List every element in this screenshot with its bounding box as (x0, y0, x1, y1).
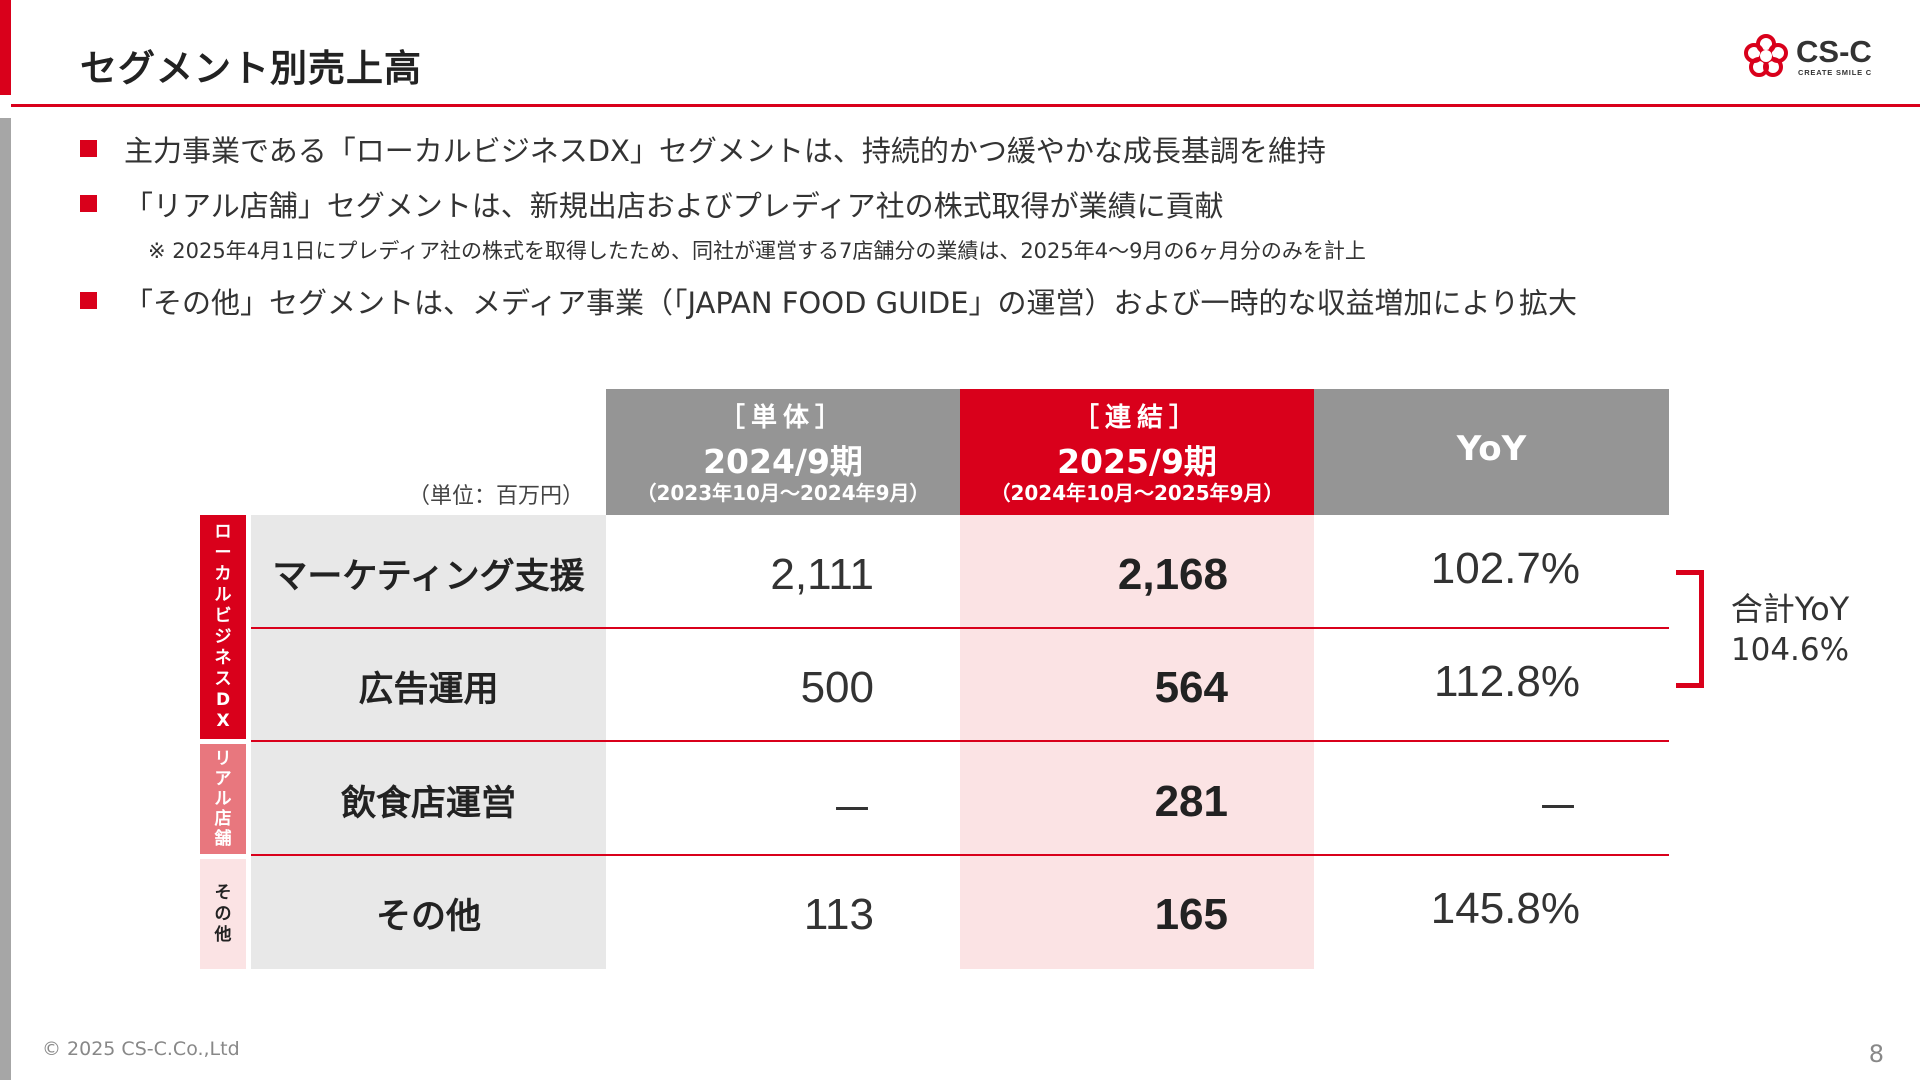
total-yoy-value: 104.6% (1730, 632, 1850, 668)
header-consolidated: ［連結］ 2025/9期 （2024年10月～2025年9月） (960, 389, 1314, 515)
cell-yoy: 112.8% (1434, 657, 1580, 706)
cell-single: 500 (800, 663, 874, 712)
copyright: © 2025 CS-C.Co.,Ltd (42, 1038, 240, 1060)
flower-logo-icon (1744, 34, 1788, 77)
bullet-square-icon (80, 195, 97, 212)
cell-single: － (830, 786, 874, 835)
cell-yoy: 145.8% (1430, 884, 1580, 933)
cell-yoy: 102.7% (1430, 544, 1580, 593)
cell-single: 2,111 (770, 550, 874, 599)
footnote: ※ 2025年4月1日にプレディア社の株式を取得したため、同社が運営する7店舗分… (148, 239, 1366, 263)
row-name: その他 (375, 897, 481, 937)
row-name: マーケティング支援 (272, 557, 585, 597)
cell-consolidated: 564 (1154, 663, 1228, 712)
group-label-other-text: その他 (214, 882, 232, 945)
row-name: 飲食店運営 (340, 784, 516, 824)
row-divider (251, 740, 1669, 742)
row-name-column (251, 515, 606, 969)
header-yoy: YoY (1314, 389, 1669, 515)
bullet-square-icon (80, 292, 97, 309)
group-label-real-text: リアル店舗 (214, 749, 232, 849)
header-single-tag: ［単体］ (718, 403, 847, 433)
header-yoy-label: YoY (1456, 429, 1527, 469)
bullet-text: 「その他」セグメントは、メディア事業（「JAPAN FOOD GUIDE」の運営… (124, 286, 1577, 320)
cell-consolidated: 281 (1154, 777, 1228, 826)
header-single-period: 2024/9期 (703, 442, 863, 481)
title-divider (11, 104, 1920, 107)
logo-tagline: CREATE SMILE C (1798, 68, 1872, 77)
header-cons-range: （2024年10月～2025年9月） (990, 481, 1284, 505)
logo-wordmark: CS-C (1796, 34, 1872, 69)
header-cons-tag: ［連結］ (1072, 403, 1201, 433)
group-label-real: リアル店舗 (200, 744, 246, 854)
total-bracket (1676, 570, 1704, 688)
header-cons-period: 2025/9期 (1057, 442, 1217, 481)
left-gray-bar (0, 118, 11, 1080)
bullet-text: 「リアル店舗」セグメントは、新規出店およびプレディア社の株式取得が業績に貢献 (124, 189, 1224, 223)
group-label-other: その他 (200, 859, 246, 969)
row-name: 広告運用 (358, 670, 499, 710)
cell-single: 113 (803, 890, 874, 939)
header-single: ［単体］ 2024/9期 （2023年10月～2024年9月） (606, 389, 960, 515)
bullet-text: 主力事業である「ローカルビジネスDX」セグメントは、持続的かつ緩やかな成長基調を… (124, 134, 1326, 168)
unit-label: （単位：百万円） (408, 484, 585, 509)
consolidated-column-bg (960, 515, 1314, 969)
row-divider (251, 854, 1669, 856)
row-divider (251, 627, 1669, 629)
company-logo: CS-C CREATE SMILE C (1742, 32, 1892, 80)
bullet-square-icon (80, 140, 97, 157)
header-accent-bar (0, 0, 11, 95)
total-yoy-label: 合計YoY (1730, 590, 1850, 628)
page-number: 8 (1868, 1040, 1884, 1068)
cell-consolidated: 165 (1154, 890, 1228, 939)
cell-yoy: － (1536, 784, 1580, 833)
header-single-range: （2023年10月～2024年9月） (636, 481, 930, 505)
page-title: セグメント別売上高 (80, 47, 422, 90)
cell-consolidated: 2,168 (1117, 550, 1228, 599)
